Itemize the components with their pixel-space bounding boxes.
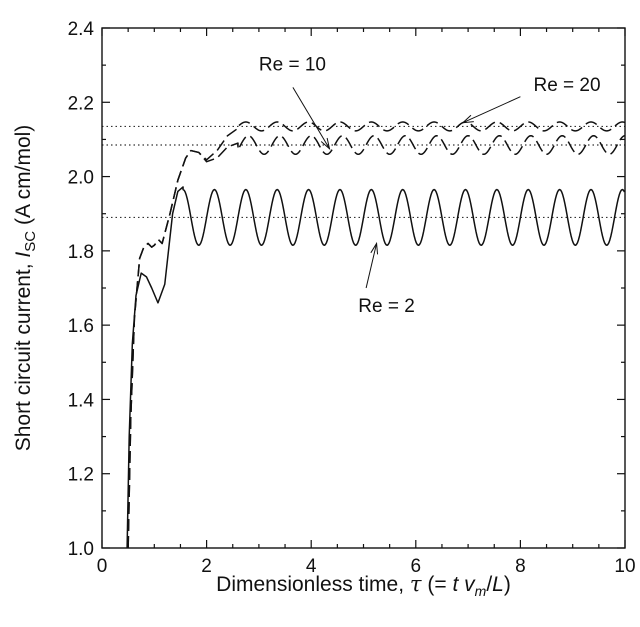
y-tick-label: 1.2 bbox=[68, 465, 94, 486]
x-axis-title-close: ) bbox=[504, 573, 511, 596]
annotations: Re = 10 Re = 20 Re = 2 bbox=[259, 55, 601, 317]
y-tick-label: 2.2 bbox=[68, 93, 94, 114]
series-group bbox=[126, 121, 626, 549]
x-axis-title-v-sub: m bbox=[475, 583, 487, 599]
x-tick-label: 6 bbox=[411, 556, 422, 577]
y-axis-title-unit: (A cm/mol) bbox=[12, 125, 35, 231]
x-axis-title-tau: τ bbox=[410, 572, 422, 596]
x-axis-title-L: L bbox=[492, 573, 504, 596]
y-tick-label: 2.4 bbox=[68, 19, 95, 40]
plot-frame bbox=[101, 27, 626, 549]
annotation-label: Re = 10 bbox=[259, 55, 326, 76]
x-axis-title: Dimensionless time, τ (= t vm/L) bbox=[216, 572, 511, 599]
y-tick-label: 1.0 bbox=[68, 539, 94, 560]
annotation-label: Re = 2 bbox=[358, 296, 415, 317]
series-line bbox=[127, 121, 626, 549]
annotation-arrow-line bbox=[462, 96, 521, 124]
y-axis-title: Short circuit current, ISC (A cm/mol) bbox=[12, 125, 39, 452]
annotation-arrow-line bbox=[365, 243, 378, 289]
x-axis-title-open: (= bbox=[422, 573, 453, 596]
x-axis-title-v: v bbox=[464, 573, 476, 596]
x-tick-label: 8 bbox=[515, 556, 526, 577]
y-tick-label: 2.0 bbox=[68, 168, 94, 189]
axis-ticks: 0 2 4 6 8 10 1.0 1.2 1.4 1.6 1.8 2.0 2.2 2.4 bbox=[68, 19, 636, 577]
y-tick-label: 1.4 bbox=[68, 390, 95, 411]
annotation-arrow-head bbox=[461, 114, 474, 124]
annotation-arrow-head bbox=[370, 241, 379, 255]
series-line bbox=[127, 134, 626, 549]
x-axis-title-prefix: Dimensionless time, bbox=[216, 573, 410, 596]
x-axis-title-slash: / bbox=[486, 573, 492, 596]
y-tick-label: 1.6 bbox=[68, 316, 94, 337]
x-tick-label: 4 bbox=[306, 556, 317, 577]
y-tick-label: 1.8 bbox=[68, 242, 94, 263]
annotation-label: Re = 20 bbox=[533, 75, 600, 96]
x-tick-label: 0 bbox=[97, 556, 108, 577]
annotation-arrow-line bbox=[292, 87, 330, 149]
x-axis-title-t: t bbox=[452, 573, 459, 596]
y-axis-title-symbol: I bbox=[12, 252, 35, 258]
x-tick-label: 10 bbox=[614, 556, 635, 577]
series-line bbox=[126, 186, 626, 549]
x-tick-label: 2 bbox=[201, 556, 212, 577]
y-axis-title-sub: SC bbox=[22, 231, 39, 252]
annotation-arrow-head bbox=[320, 137, 331, 151]
y-axis-title-prefix: Short circuit current, bbox=[12, 258, 35, 452]
